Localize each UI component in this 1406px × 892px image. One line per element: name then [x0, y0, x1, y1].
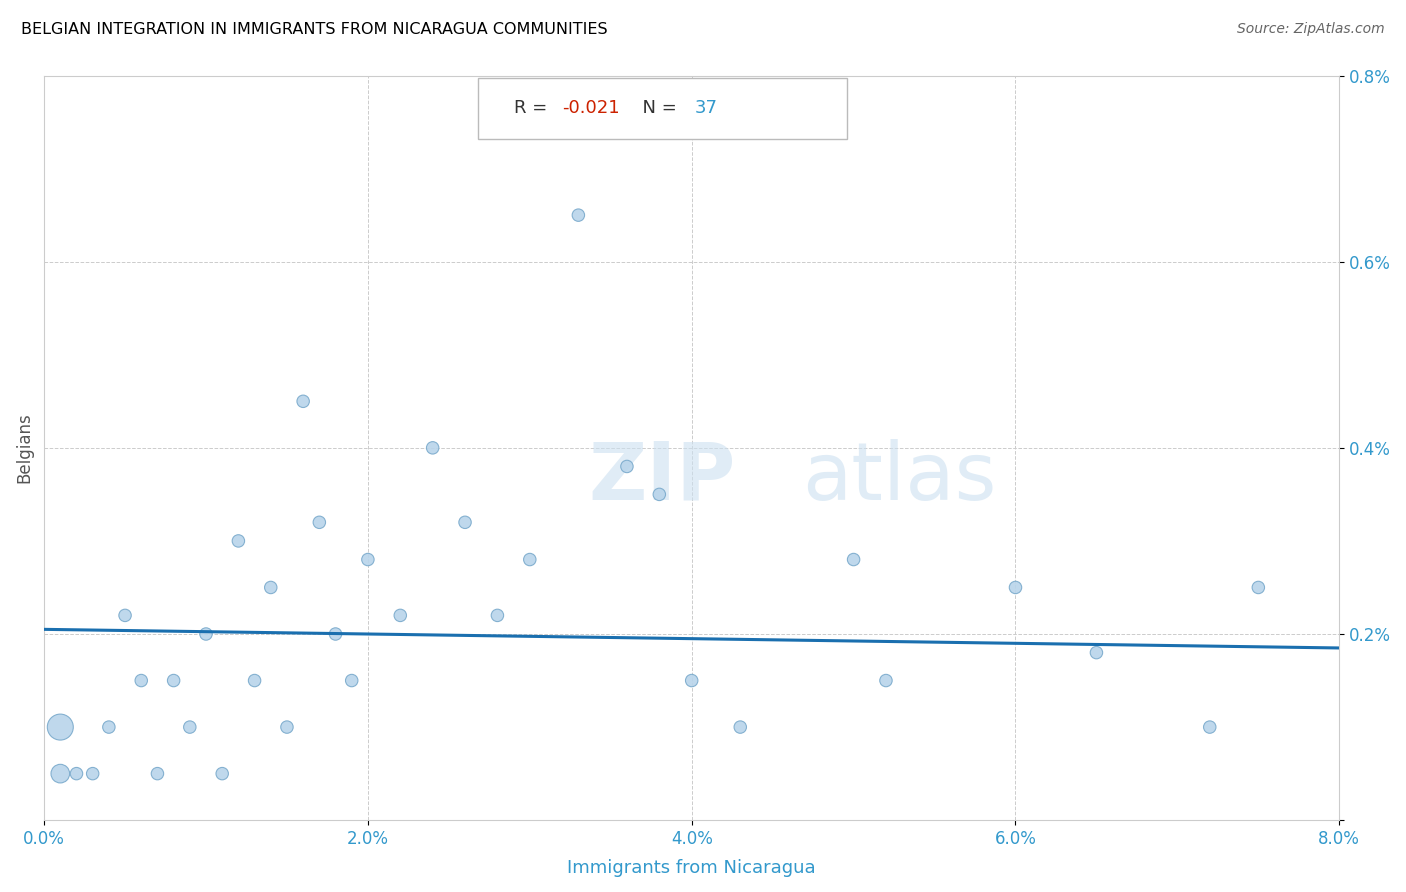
Point	[519, 552, 541, 566]
Point	[162, 673, 184, 688]
Point	[195, 627, 218, 641]
Point	[842, 552, 865, 566]
Point	[454, 516, 477, 530]
Point	[357, 552, 380, 566]
X-axis label: Immigrants from Nicaragua: Immigrants from Nicaragua	[568, 859, 815, 877]
Text: Source: ZipAtlas.com: Source: ZipAtlas.com	[1237, 22, 1385, 37]
Point	[292, 394, 315, 409]
Point	[1004, 581, 1026, 595]
Point	[228, 533, 250, 548]
Text: atlas: atlas	[801, 439, 997, 516]
Text: N =: N =	[631, 98, 682, 117]
Point	[730, 720, 752, 734]
Point	[875, 673, 897, 688]
Text: R =: R =	[515, 98, 553, 117]
FancyBboxPatch shape	[478, 78, 846, 139]
Point	[325, 627, 347, 641]
Point	[49, 766, 72, 780]
Point	[486, 608, 509, 623]
Point	[114, 608, 136, 623]
Point	[129, 673, 152, 688]
Point	[616, 459, 638, 474]
Point	[648, 487, 671, 501]
Point	[389, 608, 412, 623]
Point	[1085, 646, 1108, 660]
Point	[146, 766, 169, 780]
Point	[49, 720, 72, 734]
Point	[179, 720, 201, 734]
Text: 37: 37	[695, 98, 717, 117]
Point	[243, 673, 266, 688]
Point	[260, 581, 283, 595]
Text: BELGIAN INTEGRATION IN IMMIGRANTS FROM NICARAGUA COMMUNITIES: BELGIAN INTEGRATION IN IMMIGRANTS FROM N…	[21, 22, 607, 37]
Point	[681, 673, 703, 688]
Text: -0.021: -0.021	[562, 98, 620, 117]
Point	[211, 766, 233, 780]
Point	[82, 766, 104, 780]
Point	[97, 720, 120, 734]
Point	[1198, 720, 1220, 734]
Point	[567, 208, 589, 222]
Point	[308, 516, 330, 530]
Y-axis label: Belgians: Belgians	[15, 412, 32, 483]
Point	[276, 720, 298, 734]
Point	[65, 766, 87, 780]
Point	[422, 441, 444, 455]
Point	[340, 673, 363, 688]
Text: ZIP: ZIP	[588, 439, 735, 516]
Point	[1247, 581, 1270, 595]
